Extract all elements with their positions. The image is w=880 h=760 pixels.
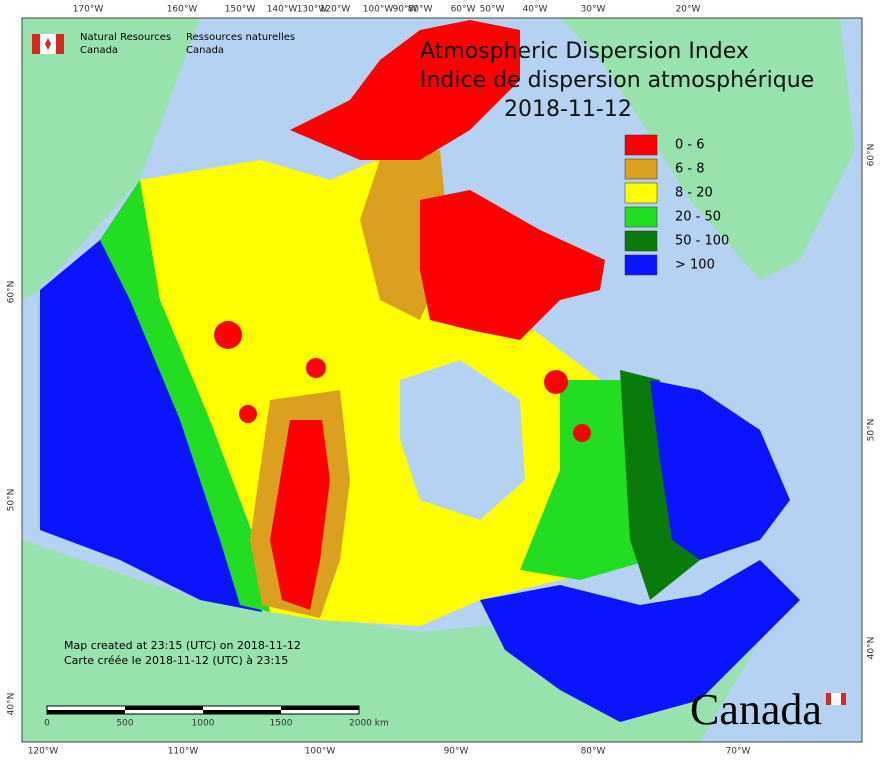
scale-seg	[203, 710, 281, 714]
wordmark-flag	[831, 693, 841, 705]
region-west-green	[100, 180, 270, 612]
scale-label: 500	[116, 719, 133, 729]
right-label: 40°N	[867, 637, 877, 660]
top-label: 90°W	[393, 5, 418, 15]
bottom-label: 100°W	[305, 747, 336, 757]
org-fr: Ressources naturelles	[186, 32, 295, 43]
region-east-blue	[650, 380, 790, 560]
scale-label: 1000	[192, 719, 215, 729]
bottom-label: 110°W	[168, 747, 199, 757]
legend-swatch	[624, 182, 658, 204]
top-label: 100°W	[363, 5, 394, 15]
title-fr: Indice de dispersion atmosphérique	[420, 68, 814, 93]
top-label: 60°W	[451, 5, 476, 15]
legend-label: 20 - 50	[675, 210, 721, 225]
alaska-russia	[22, 18, 200, 300]
hudson-bay	[400, 360, 525, 520]
left-label: 50°N	[7, 489, 17, 512]
map-shapes	[22, 18, 855, 742]
region-east-green	[520, 380, 650, 580]
right-label: 50°N	[867, 419, 877, 442]
hotspot	[573, 424, 591, 442]
scale-label: 1500	[270, 719, 293, 729]
top-label: 150°W	[225, 5, 256, 15]
region-west-blue	[40, 180, 262, 612]
scale-label: 2000 km	[349, 719, 389, 729]
flag-bar	[32, 34, 40, 54]
bottom-label: 70°W	[726, 747, 751, 757]
legend-swatch	[624, 158, 658, 180]
scale-seg	[281, 706, 359, 710]
wordmark: Canada	[690, 685, 822, 734]
top-label: 20°W	[676, 5, 701, 15]
legend-label: 50 - 100	[675, 234, 729, 249]
scale-seg	[47, 710, 125, 714]
bottom-label: 80°W	[581, 747, 606, 757]
legend-label: 8 - 20	[675, 186, 713, 201]
top-label: 140°W	[267, 5, 298, 15]
top-label: 120°W	[320, 5, 351, 15]
top-label: 30°W	[581, 5, 606, 15]
org-fr: Canada	[186, 45, 224, 56]
scale-label: 0	[44, 719, 50, 729]
region-baffin-red	[420, 190, 605, 340]
org-en: Natural Resources	[80, 32, 171, 43]
region-arctic-red	[290, 20, 520, 160]
legend-label: 6 - 8	[675, 162, 705, 177]
left-label: 40°N	[7, 693, 17, 716]
bottom-label: 120°W	[28, 747, 59, 757]
top-label: 40°W	[523, 5, 548, 15]
scale-bar	[46, 705, 360, 715]
hotspot	[214, 321, 242, 349]
region-southeast-blue	[480, 560, 800, 722]
legend-label: > 100	[675, 258, 715, 273]
note: Map created at 23:15 (UTC) on 2018-11-12	[64, 639, 301, 652]
legend-swatch	[624, 206, 658, 228]
legend-swatch	[624, 134, 658, 156]
legend-swatch	[624, 230, 658, 252]
top-label: 160°W	[167, 5, 198, 15]
top-label: 80°W	[408, 5, 433, 15]
title-date: 2018-11-12	[504, 97, 632, 122]
right-label: 60°N	[867, 144, 877, 167]
flag-leaf	[45, 38, 51, 50]
top-label: 130°W	[297, 5, 328, 15]
scale-seg	[125, 706, 203, 710]
hotspot	[306, 358, 326, 378]
nrcan-flag	[32, 34, 64, 54]
legend-swatch	[624, 254, 658, 276]
canada-wordmark: Canada	[690, 685, 846, 734]
hotspot	[544, 370, 568, 394]
greenland	[560, 18, 855, 280]
title-en: Atmospheric Dispersion Index	[420, 39, 749, 64]
flag-bar	[56, 34, 64, 54]
legend-label: 0 - 6	[675, 138, 705, 153]
hotspot	[239, 405, 257, 423]
org-en: Canada	[80, 45, 118, 56]
top-label: 170°W	[73, 5, 104, 15]
bottom-label: 90°W	[444, 747, 469, 757]
map-frame	[21, 17, 863, 743]
left-label: 60°N	[7, 281, 17, 304]
region-prairie-red	[270, 420, 330, 610]
note: Carte créée le 2018-11-12 (UTC) à 23:15	[64, 654, 288, 667]
top-label: 50°W	[480, 5, 505, 15]
